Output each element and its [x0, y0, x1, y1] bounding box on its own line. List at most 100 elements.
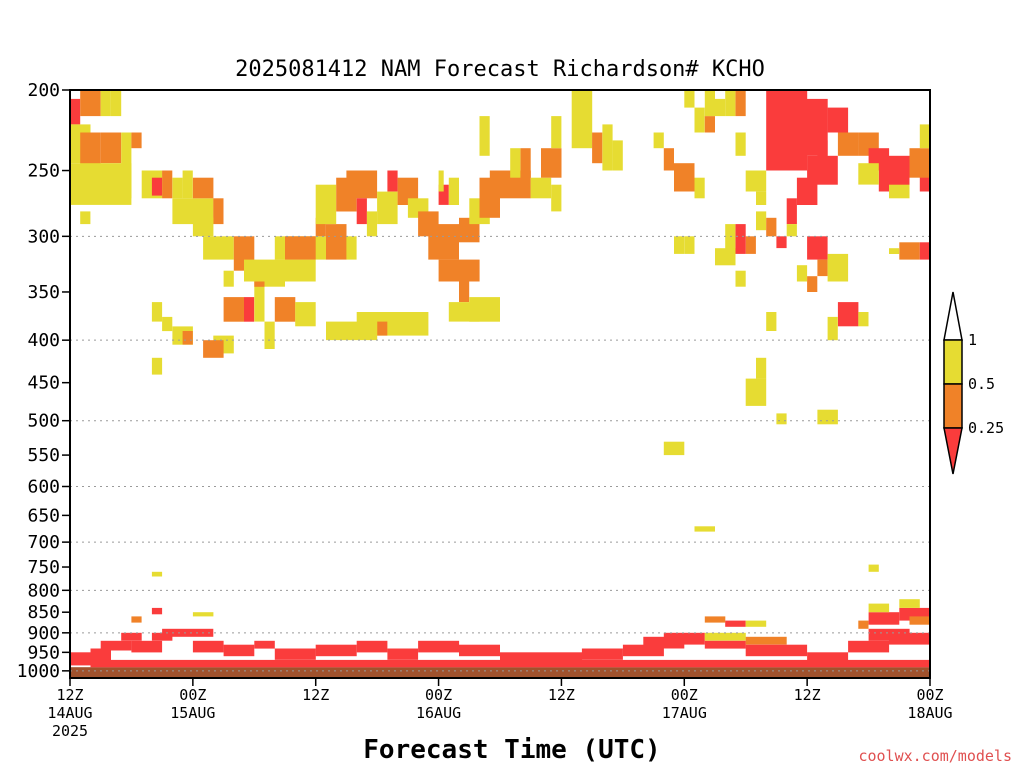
heatmap-cell: [756, 211, 767, 231]
heatmap-cell: [899, 599, 920, 608]
heatmap-cell: [807, 652, 849, 664]
y-tick-label: 600: [27, 476, 60, 497]
heatmap-cell: [182, 331, 193, 345]
heatmap-cell: [889, 632, 930, 645]
heatmap-cell: [530, 177, 552, 199]
y-tick-label: 250: [27, 161, 60, 182]
heatmap-cell: [121, 132, 132, 171]
heatmap-cell: [479, 116, 490, 156]
y-tick-label: 750: [27, 557, 60, 578]
heatmap-cell: [172, 177, 183, 199]
heatmap-cell: [622, 644, 664, 657]
heatmap-cell: [295, 302, 316, 327]
heatmap-cell: [745, 620, 767, 627]
heatmap-cell: [899, 242, 920, 260]
heatmap-cell: [674, 163, 695, 192]
heatmap-cell: [162, 628, 214, 637]
x-tick-label: 2025: [52, 722, 88, 740]
heatmap-cell: [100, 90, 111, 117]
heatmap-cell: [510, 148, 521, 178]
y-tick-label: 800: [27, 580, 60, 601]
heatmap-cell: [868, 603, 890, 613]
heatmap-cell: [428, 224, 459, 260]
heatmap-cell: [100, 132, 122, 164]
heatmap-cell: [663, 632, 705, 645]
y-tick-label: 950: [27, 642, 60, 663]
plot-frame: [69, 89, 931, 679]
heatmap-cell: [704, 640, 746, 649]
heatmap-cell: [520, 148, 531, 178]
x-tick-label: 18AUG: [907, 704, 952, 722]
legend-swatch: [943, 383, 963, 429]
heatmap-cell: [223, 270, 234, 287]
heatmap-cell: [889, 155, 910, 185]
heatmap-cell: [694, 526, 715, 532]
legend-label: 0.5: [968, 375, 995, 393]
heatmap-cell: [715, 98, 726, 117]
x-tick-label: 00Z: [425, 686, 452, 704]
heatmap-cell: [786, 198, 797, 225]
heatmap-cell: [725, 90, 736, 117]
heatmap-cells: [70, 90, 930, 678]
heatmap-cell: [151, 571, 163, 577]
heatmap-cell: [776, 236, 787, 249]
heatmap-cell: [274, 648, 316, 660]
heatmap-cell: [858, 163, 879, 185]
heatmap-cell: [192, 177, 214, 199]
heatmap-cell: [663, 148, 674, 171]
heatmap-cell: [377, 191, 398, 225]
y-tick-label: 350: [27, 282, 60, 303]
heatmap-cell: [919, 124, 930, 149]
heatmap-cell: [663, 441, 685, 456]
x-tick-label: 14AUG: [47, 704, 92, 722]
heatmap-cell: [264, 259, 285, 287]
y-tick-label: 650: [27, 505, 60, 526]
heatmap-cell: [796, 177, 818, 205]
heatmap-cell: [111, 90, 122, 117]
heatmap-cell: [223, 644, 255, 657]
heatmap-cell: [745, 636, 787, 645]
heatmap-cell: [356, 198, 367, 225]
heatmap-cell: [766, 312, 777, 331]
heatmap-cell: [674, 236, 685, 254]
y-tick-label: 550: [27, 445, 60, 466]
heatmap-cell: [366, 211, 378, 237]
heatmap-cell: [868, 564, 879, 572]
heatmap-cell: [889, 248, 900, 254]
heatmap-cell: [80, 132, 101, 171]
heatmap-cell: [796, 265, 808, 282]
heatmap-cell: [735, 132, 746, 156]
heatmap-cell: [735, 224, 746, 254]
heatmap-cell: [438, 259, 480, 282]
heatmap-cell: [817, 140, 828, 171]
y-tick-label: 200: [27, 80, 60, 101]
heatmap-cell: [387, 648, 419, 660]
heatmap-cell: [827, 107, 849, 133]
heatmap-cell: [745, 644, 808, 657]
heatmap-cell: [70, 98, 81, 125]
heatmap-cell: [684, 90, 695, 108]
x-tick-label: 15AUG: [170, 704, 215, 722]
heatmap-cell: [878, 170, 889, 192]
y-tick-label: 400: [27, 330, 60, 351]
legend-top-arrow: [943, 291, 963, 341]
x-tick-label: 00Z: [671, 686, 698, 704]
heatmap-cell: [315, 184, 337, 225]
credit-text: coolwx.com/models: [858, 747, 1012, 765]
heatmap-cell: [326, 321, 378, 341]
legend-swatch: [943, 339, 963, 385]
y-tick-label: 500: [27, 411, 60, 432]
heatmap-cell: [151, 302, 163, 322]
heatmap-cell: [919, 242, 930, 260]
heatmap-cell: [418, 640, 460, 653]
x-tick-label: 00Z: [916, 686, 943, 704]
heatmap-cell: [551, 116, 562, 149]
heatmap-cell: [244, 297, 255, 322]
heatmap-cell: [500, 652, 541, 662]
heatmap-cell: [459, 281, 470, 303]
y-tick-label: 850: [27, 602, 60, 623]
heatmap-cell: [192, 217, 214, 237]
heatmap-cell: [848, 640, 890, 653]
